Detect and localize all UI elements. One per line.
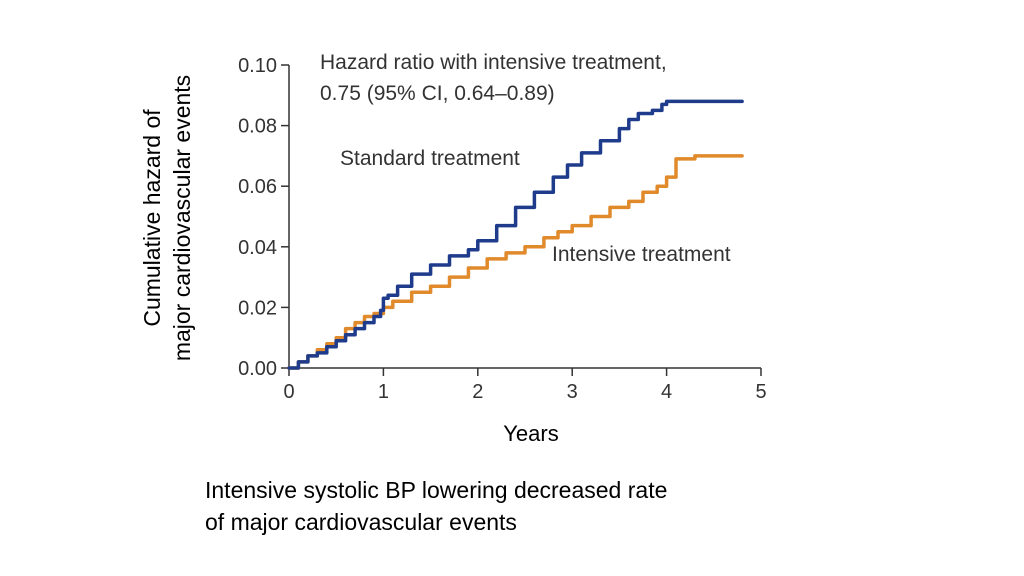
x-tick-label: 2	[472, 381, 483, 403]
intensive-treatment-label: Intensive treatment	[552, 243, 731, 266]
y-tick-label: 0.10	[238, 55, 277, 77]
hazard-ratio-annotation-line-1: Hazard ratio with intensive treatment,	[320, 51, 667, 74]
x-tick-label: 0	[283, 381, 294, 403]
caption-line-2: of major cardiovascular events	[205, 509, 517, 535]
intensive-treatment-line	[287, 154, 744, 370]
slide-caption: Intensive systolic BP lowering decreased…	[205, 474, 805, 538]
y-axis-label-line-1: Cumulative hazard of	[139, 109, 165, 327]
chart-series-lines	[287, 99, 744, 370]
x-axis-label: Years	[503, 421, 558, 446]
chart-axes	[288, 65, 761, 369]
hazard-ratio-annotation-line-2: 0.75 (95% CI, 0.64–0.89)	[320, 82, 555, 105]
standard-treatment-line	[287, 99, 744, 370]
y-tick-label: 0.08	[238, 116, 277, 138]
y-axis-label-line-2: major cardiovascular events	[169, 75, 195, 361]
y-tick-label: 0.06	[238, 176, 277, 198]
caption-line-1: Intensive systolic BP lowering decreased…	[205, 477, 668, 503]
x-tick-label: 3	[567, 381, 578, 403]
y-axis-label: Cumulative hazard of major cardiovascular…	[139, 75, 195, 361]
y-tick-label: 0.00	[238, 358, 277, 380]
y-tick-label: 0.04	[238, 237, 277, 259]
standard-treatment-label: Standard treatment	[340, 147, 520, 170]
x-tick-label: 4	[661, 381, 672, 403]
x-tick-label: 5	[755, 381, 766, 403]
y-tick-label: 0.02	[238, 297, 277, 319]
x-tick-label: 1	[378, 381, 389, 403]
chart-text: Years Cumulative hazard of major cardiovas…	[139, 51, 731, 446]
chart-ticks: 0.00 0.02 0.04 0.06 0.08 0.10 0 1 2 3 4 5	[238, 55, 767, 403]
